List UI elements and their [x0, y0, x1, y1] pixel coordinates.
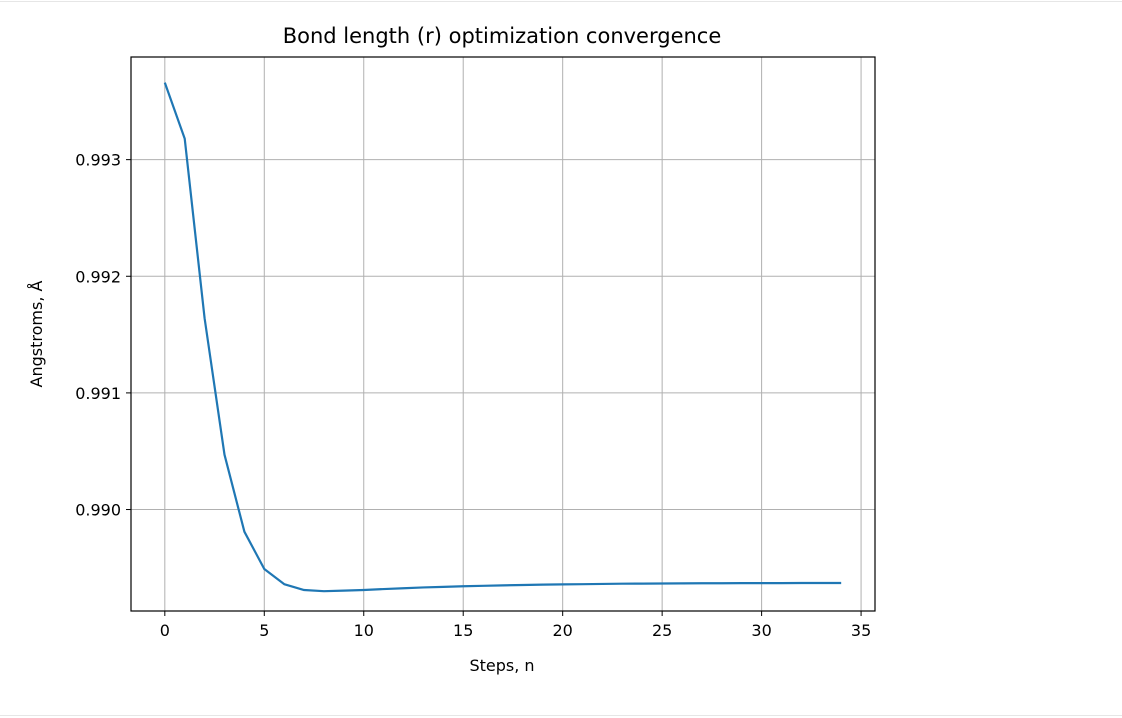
- y-tick-label: 0.990: [75, 501, 121, 520]
- x-tick-label: 10: [354, 621, 374, 640]
- cell-bottom-divider: [0, 715, 1122, 716]
- x-tick-label: 15: [453, 621, 473, 640]
- y-tick-label: 0.991: [75, 384, 121, 403]
- x-axis-label: Steps, n: [469, 656, 534, 675]
- series-line: [163, 82, 842, 593]
- y-tick-label: 0.992: [75, 267, 121, 286]
- y-axis-label: Angstroms, Å: [27, 280, 46, 387]
- x-tick-label: 30: [751, 621, 771, 640]
- chart-title: Bond length (r) optimization convergence: [283, 24, 722, 48]
- x-axis-ticks: 0 5 10 15 20 25 30 35: [160, 611, 871, 640]
- cell-top-divider: [0, 1, 1122, 2]
- plot-area: [163, 82, 842, 593]
- y-tick-label: 0.993: [75, 151, 121, 170]
- x-tick-label: 20: [552, 621, 572, 640]
- y-axis-ticks: 0.990 0.991 0.992 0.993: [75, 151, 131, 520]
- x-tick-label: 25: [652, 621, 672, 640]
- x-tick-label: 35: [851, 621, 871, 640]
- axes-frame: [130, 56, 876, 612]
- grid-lines: [131, 57, 875, 611]
- x-tick-label: 0: [160, 621, 170, 640]
- x-tick-label: 5: [259, 621, 269, 640]
